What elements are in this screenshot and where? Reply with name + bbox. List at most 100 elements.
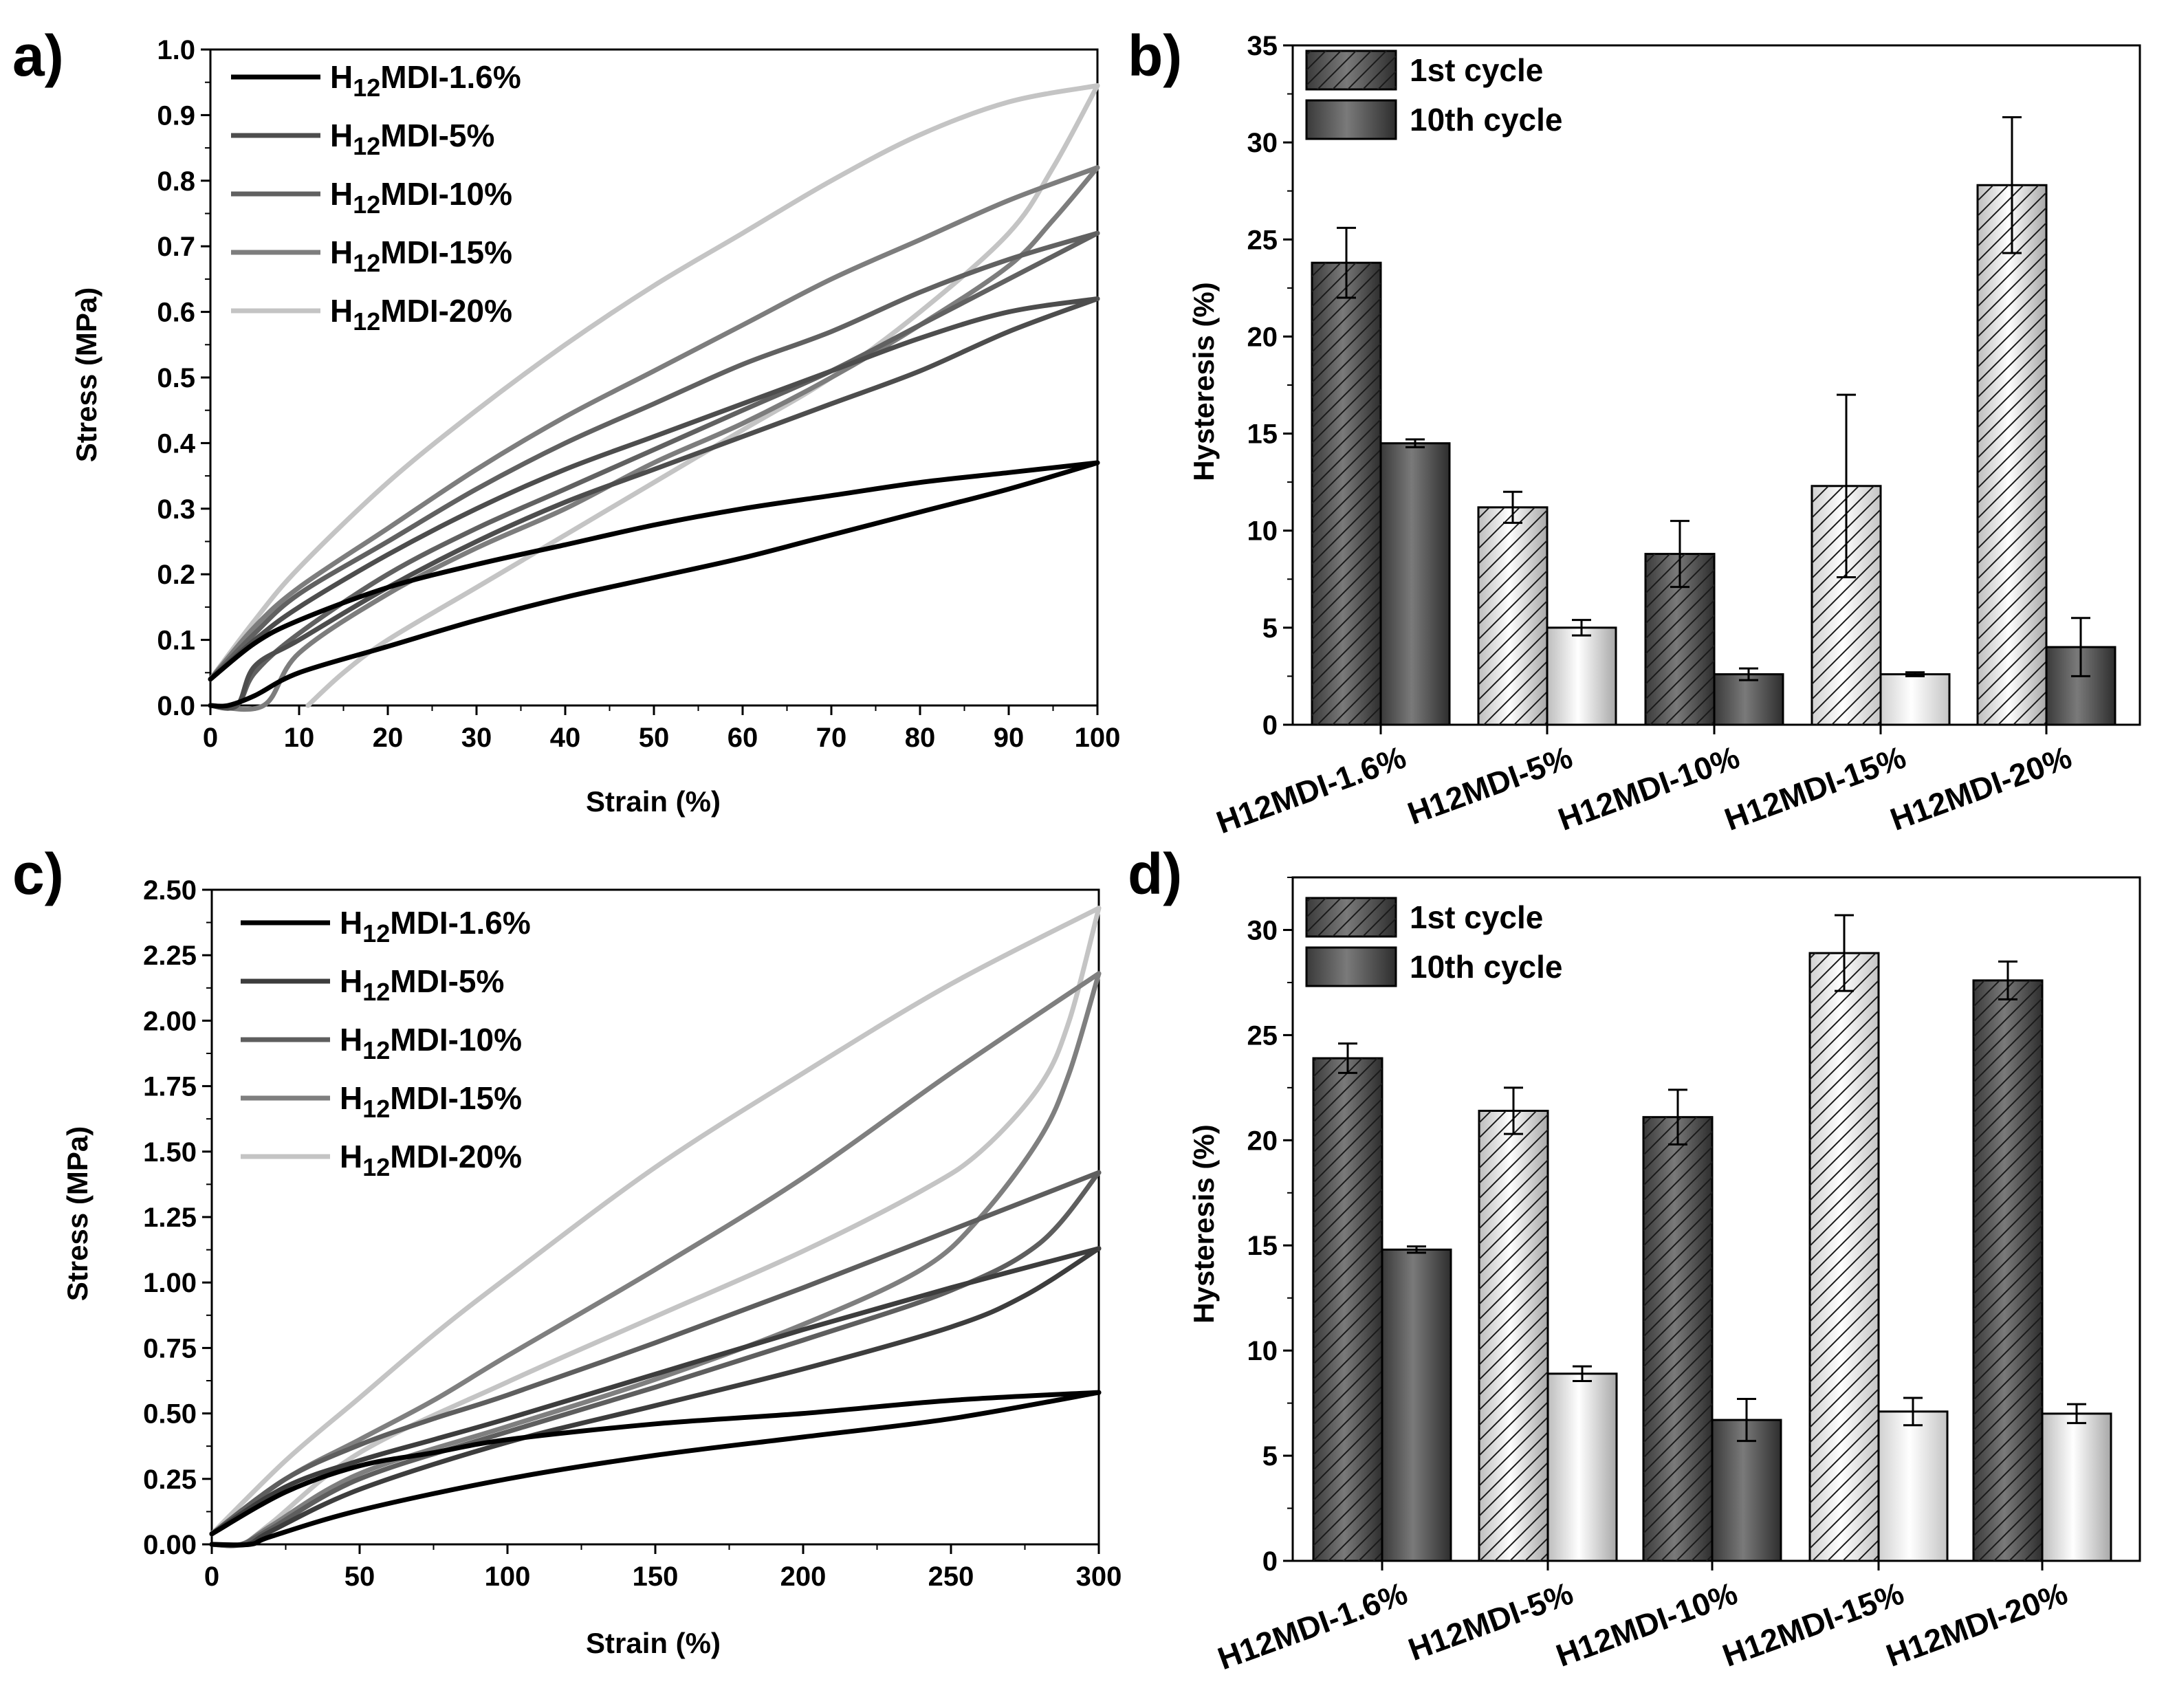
panel-a-series-h12mdi-15--unloading-curve [208,165,1100,712]
panel-b-y-tick-label: 0 [1262,710,1278,741]
panel-b-y-tick-label: 30 [1247,128,1278,158]
panel-b-bar-hatch [1312,263,1381,725]
panel-d-bar-hatch [1479,1110,1548,1561]
panel-a-x-tick-label: 100 [1075,723,1121,753]
panel-c-series-h12mdi-10--loading-curve [209,1170,1102,1537]
panel-d-legend-label: 1st cycle [1410,899,1543,935]
panel-d-y-tick-label: 25 [1247,1020,1278,1051]
panel-c-series-h12mdi-20--loading-curve [209,906,1102,1537]
panel-d-bar-10th-cycle [2041,1412,2112,1562]
panel-b-bar-hatch [1478,507,1547,725]
panel-c-series-h12mdi-10--unloading-curve [209,1170,1102,1548]
panel-b-category-label: H12MDI-20% [1885,739,2076,837]
panel-d-bar-10th-cycle [1546,1372,1618,1562]
panel-d-bar-hatch [1313,1058,1382,1561]
panel-b-bar-10th-cycle [1546,626,1617,726]
panel-d-category-label: H12MDI-15% [1718,1575,1908,1674]
panel-a-y-tick-label: 0.6 [157,298,195,328]
panel-a-y-tick-label: 1.0 [157,35,195,65]
panel-b-y-tick-label: 10 [1247,516,1278,547]
panel-a-y-tick-label: 0.8 [157,166,195,197]
panel-a-x-tick-label: 10 [284,723,315,753]
panel-b-legend-swatch [1305,99,1397,140]
panel-b-bar-10th-cycle [1879,673,1951,726]
panel-a-legend-label: H12MDI-10% [330,176,512,219]
panel-c-series-h12mdi-1-6--loading-curve [209,1390,1102,1537]
panel-a-legend-label: H12MDI-20% [330,293,512,336]
panel-a-series-h12mdi-20--loading-curve [208,83,1100,682]
panel-b-category-label: H12MDI-1.6% [1212,739,1410,841]
panel-c-y-tick-label: 1.25 [143,1203,197,1233]
panel-b-bar-10th-cycle [1713,673,1784,726]
panel-c-x-tick-label: 150 [633,1562,679,1592]
panel-c-legend-label: H12MDI-10% [340,1022,522,1064]
panel-b-y-tick-label: 20 [1247,322,1278,352]
panel-letter-b: b) [1128,23,1182,88]
panel-c-series-h12mdi-20--unloading-curve [209,906,1102,1548]
panel-c-series-h12mdi-5--loading-curve [209,1246,1102,1537]
panel-c-y-tick-label: 0.25 [143,1465,197,1495]
panel-letter-a: a) [12,23,64,88]
panel-b-plot: 05101520253035H12MDI-1.6%H12MDI-5%H12MDI… [1212,31,2116,841]
panel-c-y-tick-label: 1.50 [143,1137,197,1168]
panel-d-bar-hatch [1810,953,1879,1561]
panel-b-category-label: H12MDI-5% [1403,739,1577,832]
panel-a-xlabel: Strain (%) [586,785,721,818]
panel-d-legend-label: 10th cycle [1410,949,1562,985]
panel-c-y-tick-label: 2.00 [143,1006,197,1036]
panel-c-legend-label: H12MDI-15% [340,1080,522,1123]
panel-c-x-tick-label: 0 [204,1562,219,1592]
panel-a-y-tick-label: 0.4 [157,428,195,459]
panel-a-series-h12mdi-5--loading-curve [208,296,1100,682]
panel-d-category-label: H12MDI-5% [1403,1575,1577,1668]
panel-d-y-tick-label: 5 [1262,1441,1278,1471]
panel-b-category-label: H12MDI-10% [1553,739,1744,837]
panel-a-x-tick-label: 40 [550,723,581,753]
panel-d-ylabel: Hysteresis (%) [1188,1124,1220,1323]
panel-c-x-tick-label: 200 [780,1562,827,1592]
panel-a-series-h12mdi-1-6--unloading-curve [208,460,1100,709]
panel-a-x-tick-label: 0 [203,723,218,753]
panel-c-x-tick-label: 250 [928,1562,974,1592]
panel-d-y-tick-label: 10 [1247,1336,1278,1366]
panel-a-legend-label: H12MDI-1.6% [330,59,521,102]
panel-c-y-tick-label: 0.00 [143,1530,197,1560]
panel-b-y-tick-label: 35 [1247,31,1278,61]
panel-a-y-tick-label: 0.0 [157,691,195,721]
panel-a-y-tick-label: 0.3 [157,494,195,525]
panel-b-bar-10th-cycle [1379,442,1451,726]
panel-c-xlabel: Strain (%) [586,1627,721,1659]
panel-letter-d: d) [1128,842,1182,906]
panel-d-bar-hatch [1973,980,2042,1561]
panel-a-x-tick-label: 30 [461,723,492,753]
panel-a-y-tick-label: 0.9 [157,100,195,131]
panel-a-x-tick-label: 90 [994,723,1025,753]
panel-a-x-tick-label: 20 [373,723,404,753]
panel-b-ylabel: Hysteresis (%) [1188,282,1220,481]
panel-d-legend-swatch [1305,946,1397,987]
panel-b-legend-label: 1st cycle [1410,52,1543,88]
panel-c-series-h12mdi-1-6--unloading-curve [209,1390,1102,1548]
panel-a-y-tick-label: 0.2 [157,560,195,590]
panel-c-y-tick-label: 2.50 [143,875,197,906]
panel-d-plot: 051015202530H12MDI-1.6%H12MDI-5%H12MDI-1… [1213,877,2112,1676]
panel-a-x-tick-label: 80 [905,723,936,753]
panel-b-y-tick-label: 5 [1262,613,1278,644]
panel-c-y-tick-label: 2.25 [143,941,197,971]
panel-d-y-tick-label: 20 [1247,1126,1278,1156]
panel-c-y-tick-label: 1.75 [143,1072,197,1102]
panel-a-legend-label: H12MDI-15% [330,234,512,277]
panel-d-bar-10th-cycle [1877,1410,1949,1562]
panel-c-series-h12mdi-5--unloading-curve [209,1246,1102,1548]
panel-c-y-tick-label: 0.50 [143,1399,197,1430]
panel-a-legend-label: H12MDI-5% [330,118,494,160]
panel-a-ylabel: Stress (MPa) [70,287,102,462]
panel-a-y-tick-label: 0.7 [157,232,195,262]
panel-c-x-tick-label: 100 [485,1562,531,1592]
panel-c-plot: 0 50 100 150 200 250 300 0.00 0.25 0.50 0.75 1.00 1.… [143,875,1122,1592]
panel-a-x-tick-label: 70 [816,723,847,753]
panel-c-legend-label: H12MDI-5% [340,963,504,1006]
panel-d-y-tick-label: 0 [1262,1546,1278,1577]
panel-b-bar-hatch [1978,185,2046,725]
